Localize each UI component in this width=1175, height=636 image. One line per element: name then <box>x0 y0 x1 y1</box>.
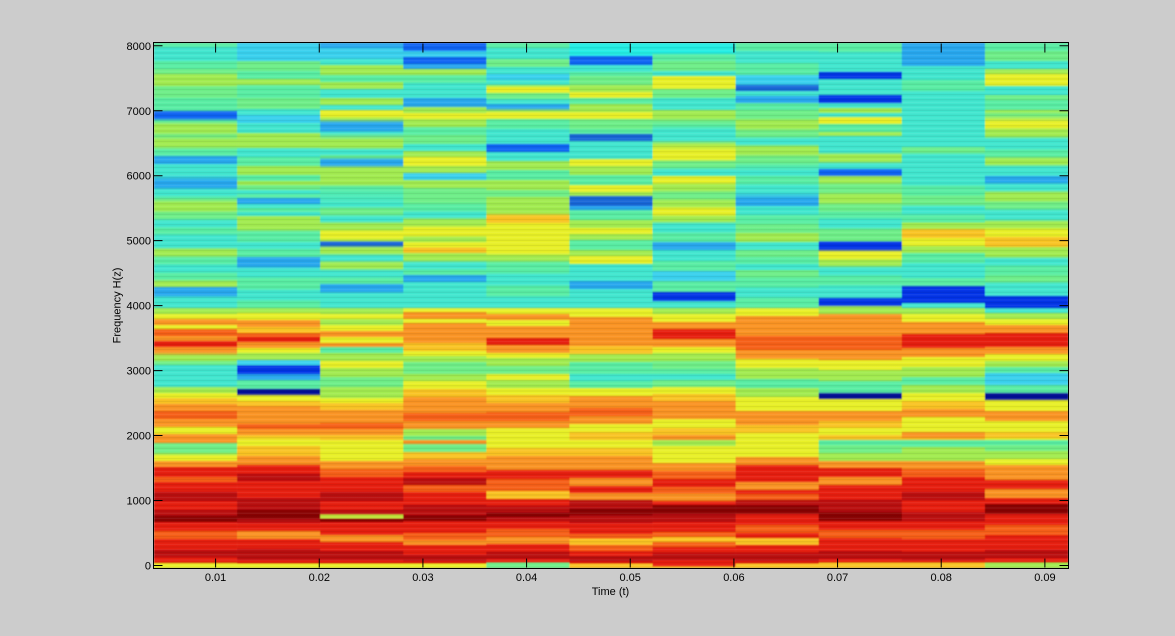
svg-text:7000: 7000 <box>127 106 151 118</box>
svg-text:Time (t): Time (t) <box>592 586 629 598</box>
svg-text:0: 0 <box>145 561 151 573</box>
svg-text:6000: 6000 <box>127 171 151 183</box>
svg-text:4000: 4000 <box>127 301 151 313</box>
svg-text:0.08: 0.08 <box>930 572 951 584</box>
svg-text:3000: 3000 <box>127 366 151 378</box>
svg-text:0.06: 0.06 <box>723 572 744 584</box>
svg-text:1000: 1000 <box>127 496 151 508</box>
svg-text:0.03: 0.03 <box>412 572 433 584</box>
svg-text:2000: 2000 <box>127 431 151 443</box>
svg-text:0.07: 0.07 <box>827 572 848 584</box>
svg-text:5000: 5000 <box>127 236 151 248</box>
svg-text:0.09: 0.09 <box>1034 572 1055 584</box>
svg-text:Frequency H(z): Frequency H(z) <box>112 268 124 344</box>
svg-text:0.05: 0.05 <box>619 572 640 584</box>
svg-text:8000: 8000 <box>127 41 151 53</box>
svg-text:0.02: 0.02 <box>309 572 330 584</box>
svg-text:0.04: 0.04 <box>516 572 537 584</box>
svg-text:0.01: 0.01 <box>205 572 226 584</box>
